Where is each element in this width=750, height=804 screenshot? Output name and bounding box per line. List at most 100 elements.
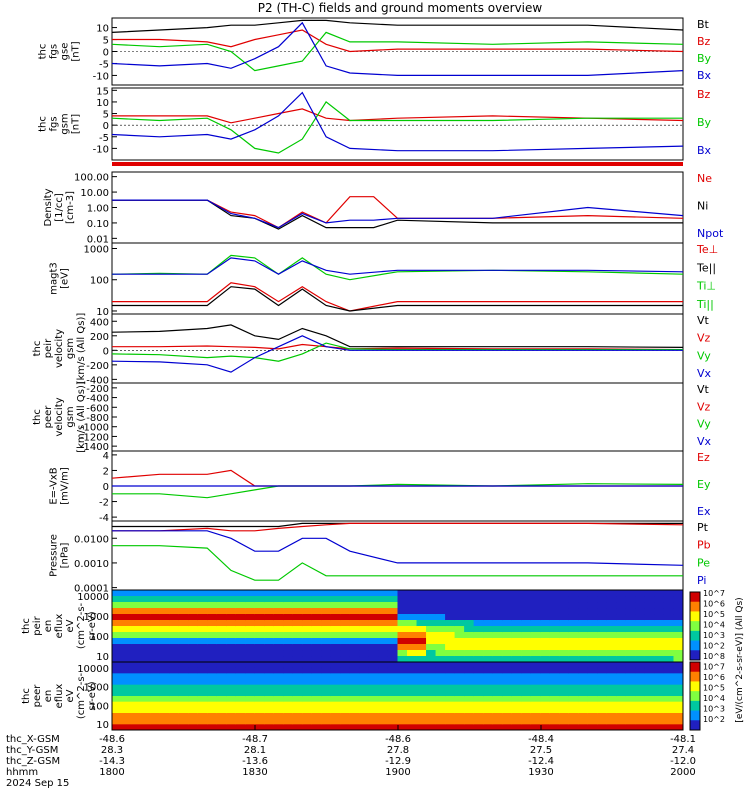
spec-cell bbox=[663, 608, 674, 615]
spec-cell bbox=[112, 690, 123, 697]
spec-cell bbox=[197, 638, 208, 645]
spec-cell bbox=[578, 626, 589, 633]
spec-cell bbox=[378, 701, 389, 708]
spec-cell bbox=[235, 596, 246, 603]
spec-cell bbox=[188, 679, 199, 686]
ytick-label: 10 bbox=[96, 307, 109, 318]
footer-row-label: hhmm bbox=[6, 767, 38, 778]
spec-cell bbox=[121, 590, 132, 597]
spec-cell bbox=[483, 644, 494, 651]
spec-cell bbox=[492, 696, 503, 703]
spec-cell bbox=[587, 724, 598, 731]
spec-cell bbox=[426, 724, 437, 731]
spec-cell bbox=[245, 690, 256, 697]
colorbar-tick: 10^7 bbox=[703, 589, 725, 598]
spec-cell bbox=[359, 656, 370, 663]
spec-cell bbox=[254, 608, 265, 615]
spec-cell bbox=[368, 614, 379, 621]
spec-cell bbox=[197, 673, 208, 680]
spec-cell bbox=[492, 673, 503, 680]
spec-cell bbox=[587, 620, 598, 627]
spec-cell bbox=[226, 638, 237, 645]
figure-title: P2 (TH-C) fields and ground moments over… bbox=[258, 1, 543, 15]
spec-cell bbox=[540, 690, 551, 697]
spec-cell bbox=[635, 673, 646, 680]
legend-entry: Bt bbox=[697, 18, 710, 31]
spec-cell bbox=[559, 596, 570, 603]
spec-cell bbox=[264, 638, 275, 645]
spec-cell bbox=[435, 684, 446, 691]
spec-cell bbox=[530, 724, 541, 731]
spec-cell bbox=[416, 662, 427, 669]
spec-cell bbox=[654, 626, 665, 633]
spec-cell bbox=[673, 608, 684, 615]
spec-cell bbox=[245, 650, 256, 657]
spec-cell bbox=[368, 644, 379, 651]
spec-cell bbox=[492, 718, 503, 725]
spec-cell bbox=[121, 644, 132, 651]
spec-cell bbox=[178, 620, 189, 627]
series-Bx bbox=[111, 91, 684, 152]
spec-cell bbox=[549, 718, 560, 725]
spec-cell bbox=[245, 626, 256, 633]
spec-cell bbox=[549, 662, 560, 669]
spec-cell bbox=[663, 707, 674, 714]
spec-cell bbox=[121, 626, 132, 633]
spec-cell bbox=[359, 614, 370, 621]
spec-cell bbox=[387, 596, 398, 603]
spec-cell bbox=[264, 590, 275, 597]
spec-cell bbox=[426, 656, 437, 663]
spec-cell bbox=[673, 718, 684, 725]
spec-cell bbox=[521, 713, 532, 720]
spec-cell bbox=[597, 602, 608, 609]
spec-cell bbox=[416, 696, 427, 703]
spec-cell bbox=[578, 701, 589, 708]
spec-cell bbox=[416, 707, 427, 714]
spec-cell bbox=[473, 713, 484, 720]
spec-cell bbox=[359, 632, 370, 639]
spec-cell bbox=[378, 724, 389, 731]
spec-cell bbox=[378, 696, 389, 703]
series-Vy bbox=[111, 342, 683, 362]
spec-cell bbox=[464, 701, 475, 708]
spec-cell bbox=[330, 650, 341, 657]
spec-cell bbox=[264, 620, 275, 627]
spec-cell bbox=[150, 620, 161, 627]
spec-cell bbox=[188, 724, 199, 731]
spec-cell bbox=[407, 724, 418, 731]
spec-cell bbox=[473, 701, 484, 708]
spec-cell bbox=[397, 667, 408, 674]
spec-cell bbox=[264, 673, 275, 680]
spec-cell bbox=[454, 696, 465, 703]
spec-cell bbox=[549, 684, 560, 691]
spec-cell bbox=[321, 724, 332, 731]
spec-cell bbox=[292, 632, 303, 639]
spec-cell bbox=[235, 650, 246, 657]
spec-cell bbox=[150, 614, 161, 621]
spec-cell bbox=[302, 713, 313, 720]
spec-cell bbox=[169, 679, 180, 686]
spec-cell bbox=[445, 679, 456, 686]
spec-cell bbox=[207, 620, 218, 627]
spec-cell bbox=[521, 632, 532, 639]
spec-cell bbox=[140, 650, 151, 657]
ytick-label: 10 bbox=[96, 24, 109, 35]
spec-cell bbox=[625, 596, 636, 603]
spec-cell bbox=[625, 620, 636, 627]
spec-cell bbox=[254, 620, 265, 627]
spec-cell bbox=[407, 701, 418, 708]
legend-entry: Pb bbox=[697, 539, 711, 552]
spec-cell bbox=[311, 596, 322, 603]
spec-cell bbox=[283, 707, 294, 714]
spec-cell bbox=[606, 701, 617, 708]
spec-cell bbox=[426, 620, 437, 627]
spec-cell bbox=[159, 701, 170, 708]
spec-cell bbox=[673, 638, 684, 645]
spec-cell bbox=[445, 644, 456, 651]
spec-cell bbox=[416, 667, 427, 674]
spec-cell bbox=[644, 644, 655, 651]
spec-cell bbox=[121, 596, 132, 603]
spec-cell bbox=[407, 713, 418, 720]
footer-value: 27.8 bbox=[387, 745, 409, 756]
spec-cell bbox=[635, 632, 646, 639]
